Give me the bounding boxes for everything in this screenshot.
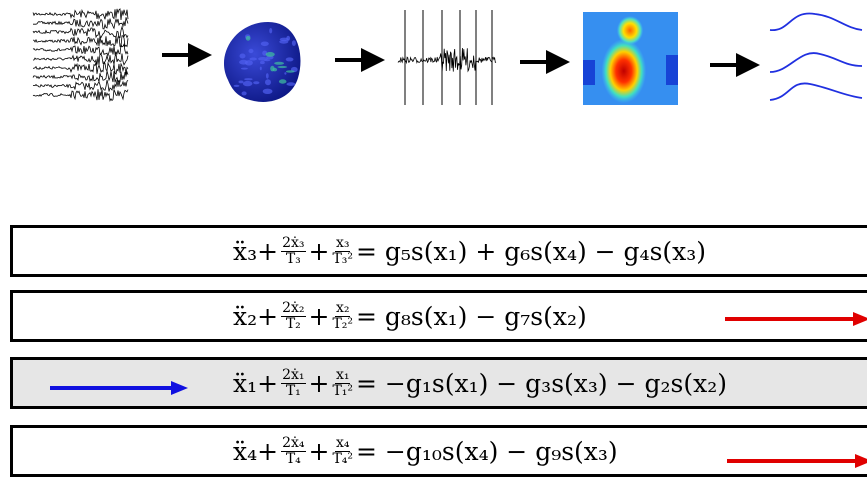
equation-term: ẍ₁+ bbox=[233, 369, 278, 398]
numerator: 2ẋ₃ bbox=[281, 236, 305, 252]
output-curves bbox=[770, 14, 862, 100]
denominator: T₃² bbox=[332, 252, 353, 267]
blue-arrow bbox=[48, 378, 193, 398]
equation-term: ẍ₄+ bbox=[233, 437, 278, 466]
numerator: x₂ bbox=[335, 301, 351, 317]
heatmap bbox=[583, 12, 678, 106]
numerator: x₄ bbox=[335, 436, 351, 452]
denominator: T₃ bbox=[286, 252, 301, 267]
pipeline bbox=[0, 0, 867, 120]
equation-term: ẍ₃+ bbox=[233, 237, 278, 266]
equation-term: + bbox=[309, 437, 330, 466]
equation-term: = g₈s(x₁) − g₇s(x₂) bbox=[356, 302, 587, 331]
numerator: 2ẋ₂ bbox=[281, 301, 305, 317]
red-arrow bbox=[723, 309, 867, 329]
equation-term: = −g₁₀s(x₄) − g₉s(x₃) bbox=[356, 437, 618, 466]
spike-trace bbox=[398, 10, 496, 105]
denominator: T₁ bbox=[286, 384, 301, 399]
brain bbox=[224, 22, 301, 102]
equation-term: = −g₁s(x₁) − g₃s(x₃) − g₂s(x₂) bbox=[356, 369, 727, 398]
equation-term: + bbox=[309, 302, 330, 331]
equation-term: ẍ₂+ bbox=[233, 302, 278, 331]
numerator: x₃ bbox=[335, 236, 351, 252]
equation-term: = g₅s(x₁) + g₆s(x₄) − g₄s(x₃) bbox=[356, 237, 706, 266]
denominator: T₂ bbox=[286, 317, 301, 332]
eeg-traces bbox=[33, 9, 128, 101]
equation-term: + bbox=[309, 237, 330, 266]
equation-term: + bbox=[309, 369, 330, 398]
denominator: T₄ bbox=[286, 452, 301, 467]
page: ẍ₃+2ẋ₃T₃+x₃T₃²= g₅s(x₁) + g₆s(x₄) − g₄s(… bbox=[0, 0, 867, 478]
numerator: 2ẋ₁ bbox=[281, 368, 305, 384]
numerator: x₁ bbox=[335, 368, 351, 384]
denominator: T₄² bbox=[332, 452, 353, 467]
denominator: T₁² bbox=[332, 384, 353, 399]
denominator: T₂² bbox=[332, 317, 353, 332]
red-arrow bbox=[725, 451, 867, 471]
numerator: 2ẋ₄ bbox=[281, 436, 305, 452]
